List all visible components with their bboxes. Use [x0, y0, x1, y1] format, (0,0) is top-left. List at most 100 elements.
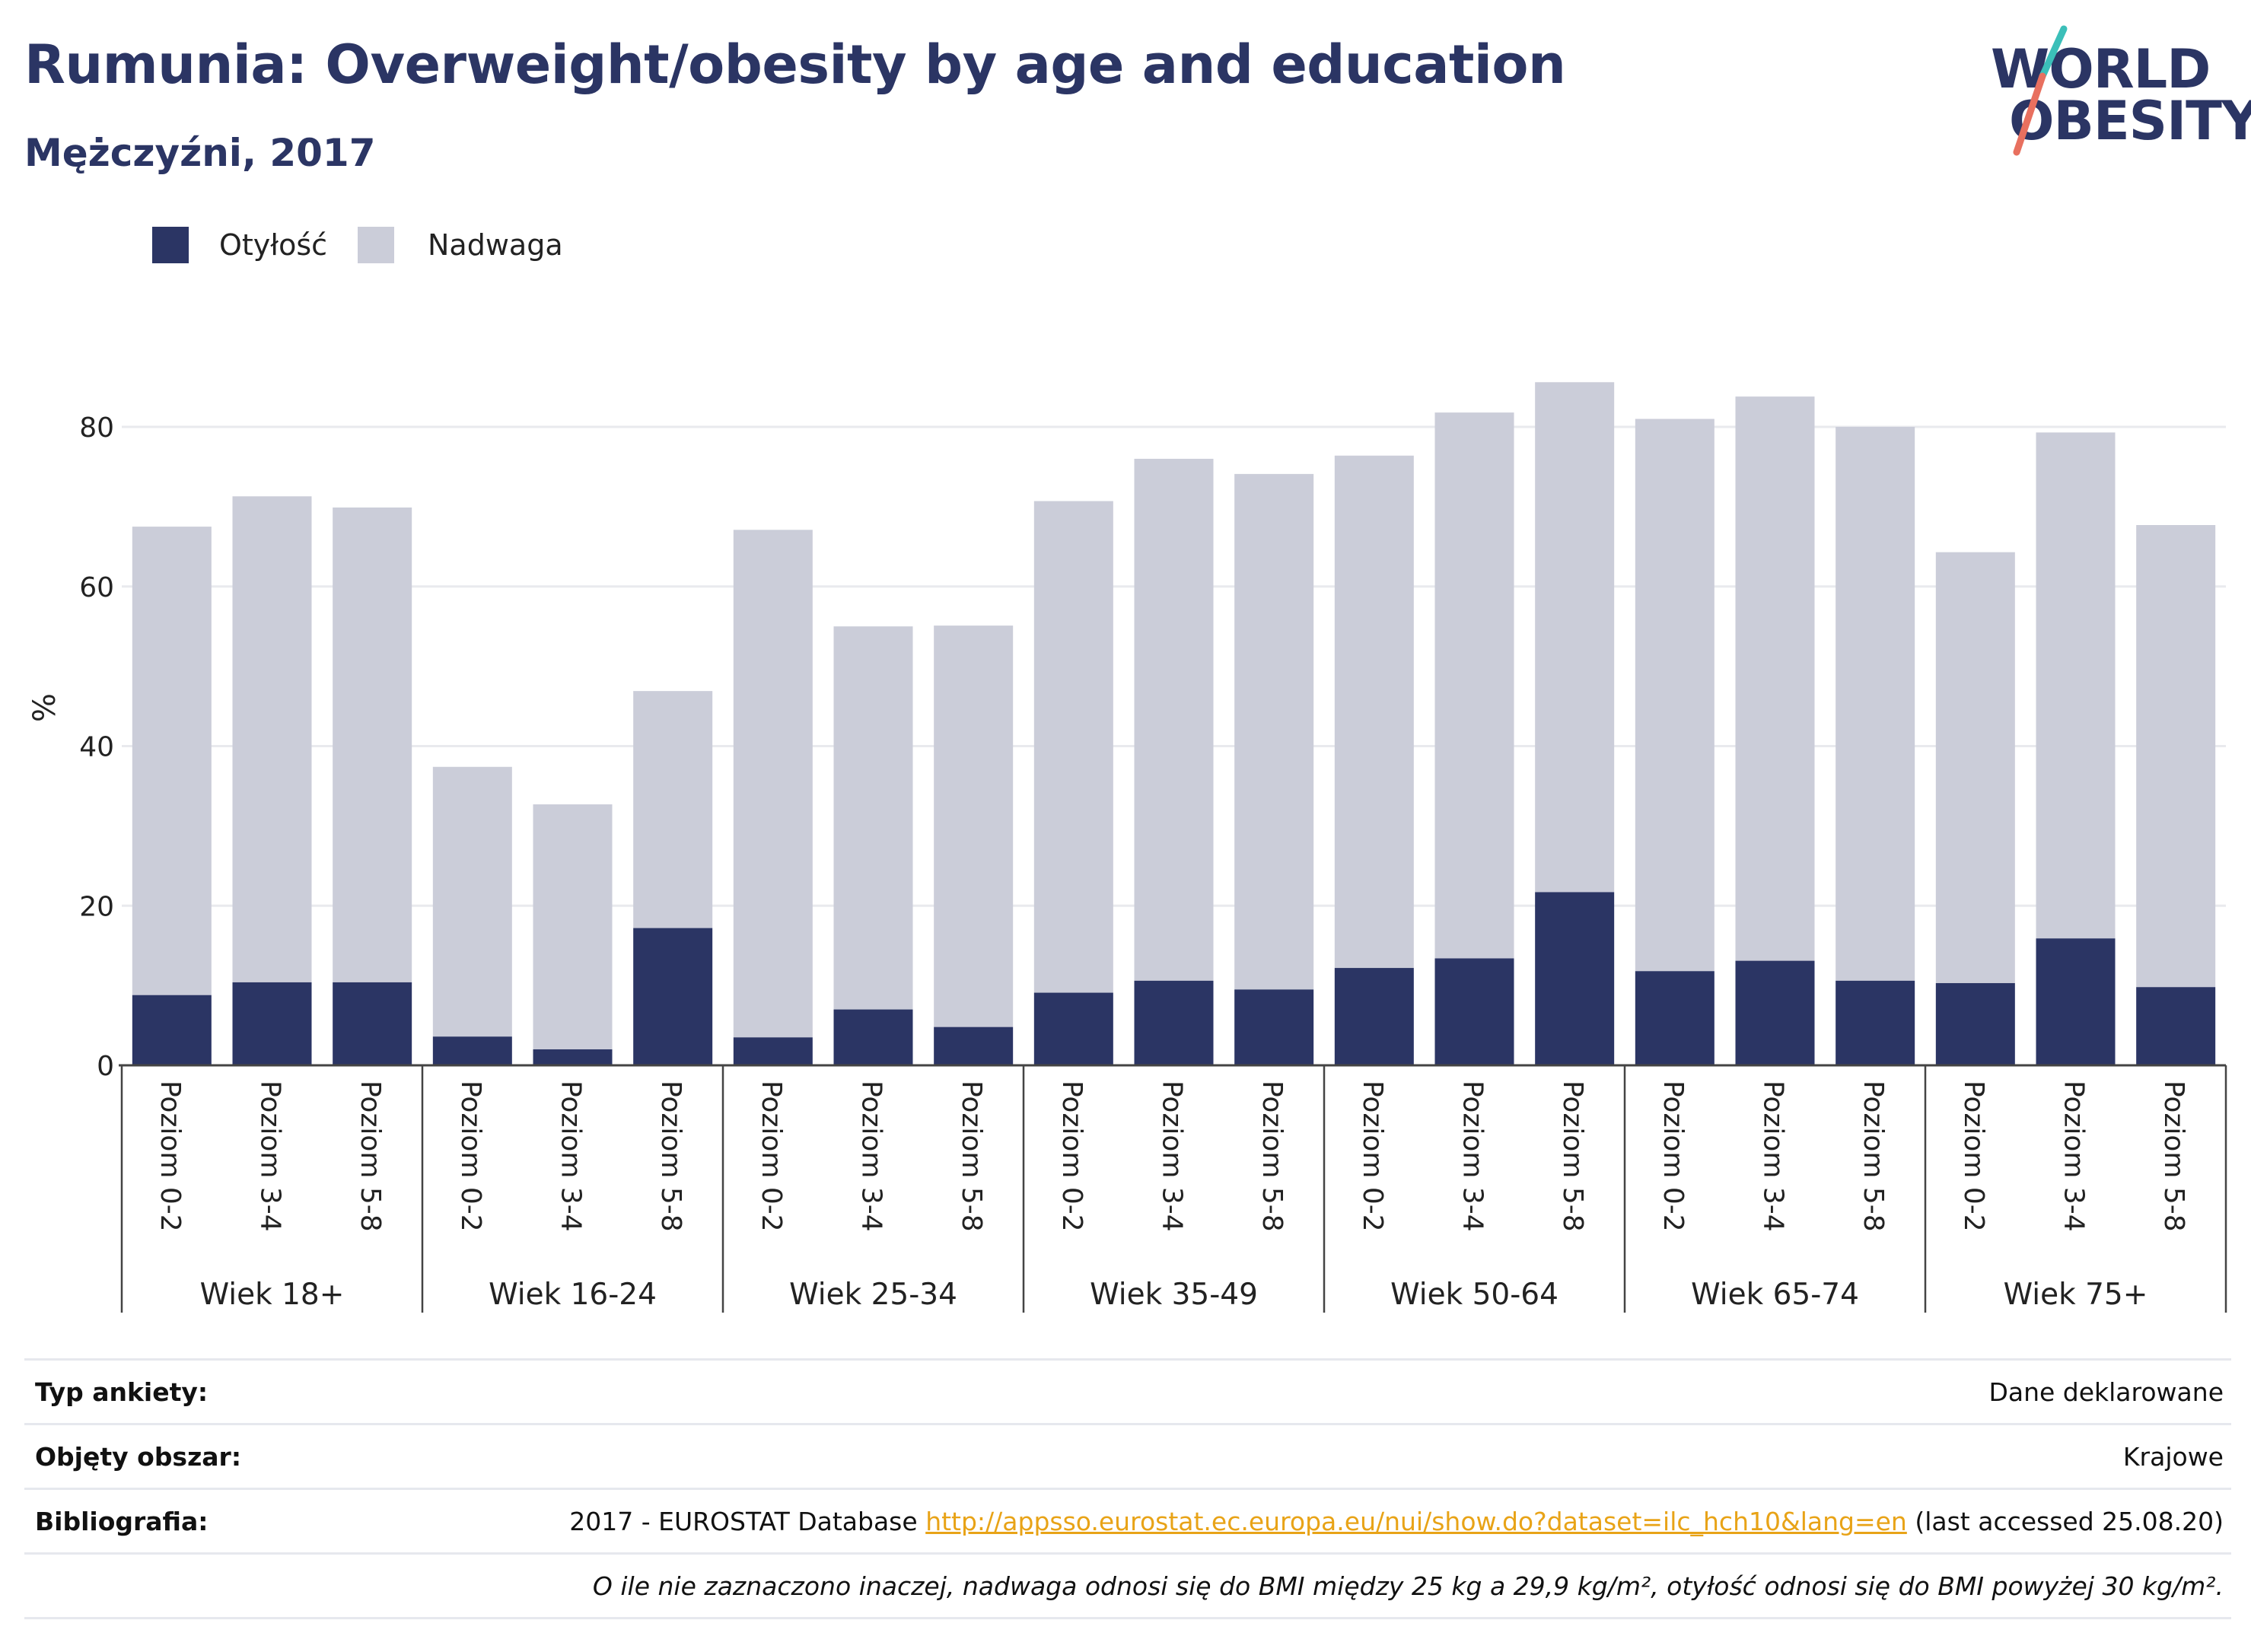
- legend-swatch-obesity: [152, 227, 189, 263]
- bar-overweight: [533, 804, 613, 1050]
- bibliography-suffix: (last accessed 25.08.20): [1915, 1507, 2224, 1536]
- bar-obesity: [1134, 980, 1214, 1065]
- bar-overweight: [333, 507, 412, 982]
- x-tick-label: Poziom 0-2: [154, 1081, 186, 1232]
- y-tick-label: 80: [79, 412, 114, 444]
- logo-line2: OBESITY: [2009, 90, 2251, 152]
- bar-obesity: [633, 928, 713, 1065]
- x-tick-label: Poziom 0-2: [455, 1081, 486, 1232]
- logo-slash-icon: [2013, 25, 2068, 156]
- bar-overweight: [1134, 458, 1214, 981]
- bar-obesity: [432, 1036, 512, 1065]
- bar-overweight: [1234, 473, 1314, 990]
- bar-overweight: [2036, 432, 2116, 939]
- bar-obesity: [1535, 892, 1615, 1065]
- bar-obesity: [1836, 980, 1915, 1065]
- chart-subtitle: Mężczyźni, 2017: [24, 131, 376, 175]
- footer-row-note: O ile nie zaznaczono inaczej, nadwaga od…: [24, 1552, 2231, 1617]
- footer-row-area: Objęty obszar: Krajowe: [24, 1423, 2231, 1488]
- legend-label-obesity: Otyłość: [219, 228, 328, 262]
- x-tick-label: Poziom 5-8: [2158, 1081, 2189, 1232]
- group-label: Wiek 25-34: [789, 1278, 957, 1312]
- legend-label-overweight: Nadwaga: [428, 228, 563, 262]
- footer-value: Krajowe: [2122, 1442, 2224, 1472]
- group-label: Wiek 50-64: [1390, 1278, 1559, 1312]
- x-tick-label: Poziom 3-4: [1457, 1081, 1488, 1232]
- x-tick-label: Poziom 3-4: [1758, 1081, 1789, 1232]
- x-tick-label: Poziom 0-2: [1657, 1081, 1689, 1232]
- y-tick-label: 40: [79, 732, 114, 763]
- y-tick-label: 20: [79, 891, 114, 922]
- footer-row-bibliography: Bibliografia: 2017 - EUROSTAT Database h…: [24, 1488, 2231, 1552]
- logo-line1: WORLD: [1991, 38, 2211, 100]
- bar-obesity: [733, 1037, 813, 1065]
- x-tick-label: Poziom 5-8: [956, 1081, 987, 1232]
- bar-obesity: [1935, 982, 2015, 1065]
- footer-note: O ile nie zaznaczono inaczej, nadwaga od…: [592, 1571, 2224, 1601]
- footer-value: Dane deklarowane: [1988, 1377, 2224, 1407]
- bar-overweight: [633, 691, 713, 928]
- footer-key: Objęty obszar:: [35, 1442, 242, 1472]
- bar-obesity: [1635, 971, 1715, 1065]
- group-label: Wiek 75+: [2004, 1278, 2148, 1312]
- bar-obesity: [132, 995, 212, 1065]
- x-tick-label: Poziom 5-8: [1557, 1081, 1588, 1232]
- bar-overweight: [934, 625, 1014, 1027]
- x-tick-label: Poziom 3-4: [2058, 1081, 2090, 1232]
- group-label: Wiek 35-49: [1090, 1278, 1258, 1312]
- bar-overweight: [833, 626, 913, 1010]
- bar-obesity: [232, 982, 312, 1065]
- bar-obesity: [2036, 938, 2116, 1065]
- bar-overweight: [1535, 382, 1615, 893]
- x-tick-label: Poziom 3-4: [856, 1081, 887, 1232]
- bibliography-link[interactable]: http://appsso.eurostat.ec.europa.eu/nui/…: [925, 1507, 1907, 1536]
- bar-obesity: [1234, 989, 1314, 1065]
- bar-overweight: [1033, 501, 1113, 993]
- footer-key: Bibliografia:: [35, 1507, 209, 1536]
- group-label: Wiek 16-24: [489, 1278, 657, 1312]
- x-tick-label: Poziom 0-2: [1357, 1081, 1388, 1232]
- x-tick-label: Poziom 3-4: [1157, 1081, 1188, 1232]
- footer-value: 2017 - EUROSTAT Database http://appsso.e…: [569, 1507, 2224, 1536]
- x-tick-label: Poziom 5-8: [1858, 1081, 1889, 1232]
- bar-overweight: [432, 766, 512, 1037]
- stacked-bar-chart: 0 20 40 60 80% Poziom 0-2 Poziom 3-4 Poziom 5-8…: [27, 382, 2227, 1313]
- legend-swatch-overweight: [358, 227, 394, 263]
- bar-obesity: [833, 1009, 913, 1065]
- footer-row-survey-type: Typ ankiety: Dane deklarowane: [24, 1358, 2231, 1423]
- bar-overweight: [2136, 524, 2216, 988]
- y-tick-label: 60: [79, 572, 114, 603]
- x-tick-label: Poziom 3-4: [556, 1081, 587, 1232]
- bar-overweight: [132, 527, 212, 995]
- footer-table: Typ ankiety: Dane deklarowane Objęty obs…: [24, 1358, 2231, 1619]
- x-tick-label: Poziom 3-4: [255, 1081, 286, 1232]
- bar-overweight: [1935, 552, 2015, 983]
- x-tick-label: Poziom 5-8: [355, 1081, 386, 1232]
- bibliography-prefix: 2017 - EUROSTAT Database: [569, 1507, 918, 1536]
- bar-obesity: [333, 982, 412, 1065]
- x-tick-label: Poziom 0-2: [756, 1081, 787, 1232]
- footer-key: Typ ankiety:: [35, 1377, 209, 1407]
- bar-overweight: [1434, 412, 1514, 959]
- bar-obesity: [533, 1049, 613, 1065]
- bar-overweight: [232, 496, 312, 982]
- bar-overweight: [1836, 427, 1915, 981]
- bar-obesity: [1033, 992, 1113, 1065]
- bar-obesity: [934, 1027, 1014, 1065]
- bar-overweight: [1735, 396, 1815, 961]
- x-tick-label: Poziom 0-2: [1958, 1081, 1989, 1232]
- x-tick-label: Poziom 5-8: [655, 1081, 686, 1232]
- y-tick-label: 0: [97, 1051, 114, 1082]
- bar-obesity: [1434, 958, 1514, 1065]
- x-tick-label: Poziom 5-8: [1256, 1081, 1288, 1232]
- bar-obesity: [1334, 968, 1414, 1065]
- x-tick-label: Poziom 0-2: [1056, 1081, 1087, 1232]
- group-label: Wiek 18+: [200, 1278, 345, 1312]
- bar-overweight: [733, 530, 813, 1038]
- bar-obesity: [2136, 987, 2216, 1065]
- world-obesity-logo: WORLD OBESITY: [1979, 23, 2251, 160]
- bar-overweight: [1635, 419, 1715, 972]
- bar-overweight: [1334, 455, 1414, 969]
- y-axis-label: %: [27, 693, 62, 722]
- bar-obesity: [1735, 960, 1815, 1065]
